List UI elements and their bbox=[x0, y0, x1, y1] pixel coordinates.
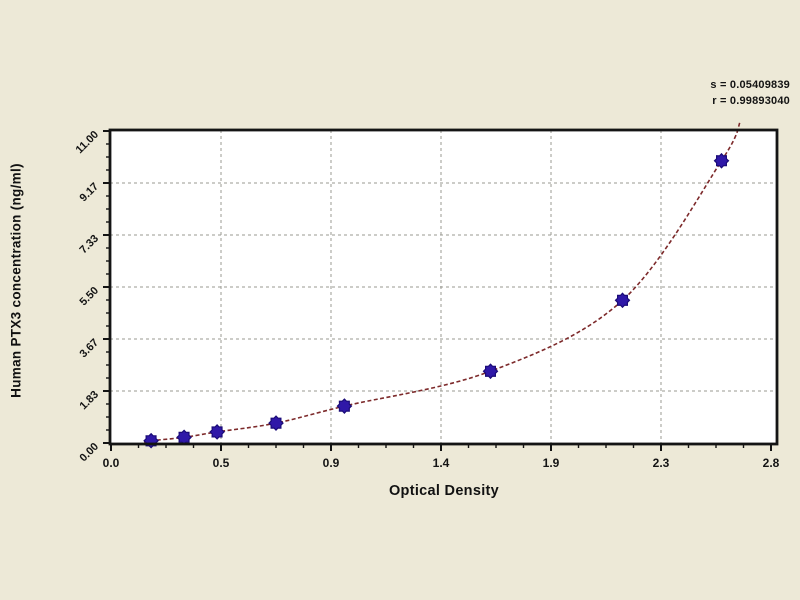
y-tick-label: 1.83 bbox=[77, 389, 101, 413]
y-tick-label: 0.00 bbox=[77, 441, 101, 465]
data-point bbox=[614, 292, 631, 309]
data-point bbox=[482, 363, 499, 380]
y-tick-label: 11.00 bbox=[74, 129, 102, 157]
y-axis-title: Human PTX3 concentration (ng/ml) bbox=[8, 163, 24, 398]
x-tick-label: 0.5 bbox=[213, 456, 230, 470]
data-point bbox=[176, 429, 192, 446]
x-tick-label: 1.9 bbox=[543, 456, 560, 470]
data-point bbox=[268, 415, 284, 431]
x-tick-label: 0.0 bbox=[103, 456, 120, 470]
fit-statistics: s = 0.05409839 r = 0.99893040 bbox=[710, 77, 790, 109]
data-point bbox=[143, 432, 159, 449]
x-tick-label: 2.8 bbox=[763, 456, 780, 470]
x-tick-label: 1.4 bbox=[433, 456, 450, 470]
data-point bbox=[713, 152, 730, 169]
y-tick-label: 9.17 bbox=[77, 181, 101, 205]
y-tick-label: 5.50 bbox=[77, 285, 101, 309]
stat-s-value: s = 0.05409839 bbox=[710, 79, 790, 91]
x-tick-label: 0.9 bbox=[323, 456, 340, 470]
x-tick-label: 2.3 bbox=[653, 456, 670, 470]
stat-r-value: r = 0.99893040 bbox=[712, 95, 790, 107]
y-tick-label: 3.67 bbox=[77, 337, 101, 361]
data-point bbox=[336, 398, 353, 414]
y-tick-label: 7.33 bbox=[77, 233, 101, 257]
x-axis-title: Optical Density bbox=[388, 483, 500, 499]
data-point bbox=[209, 424, 225, 440]
